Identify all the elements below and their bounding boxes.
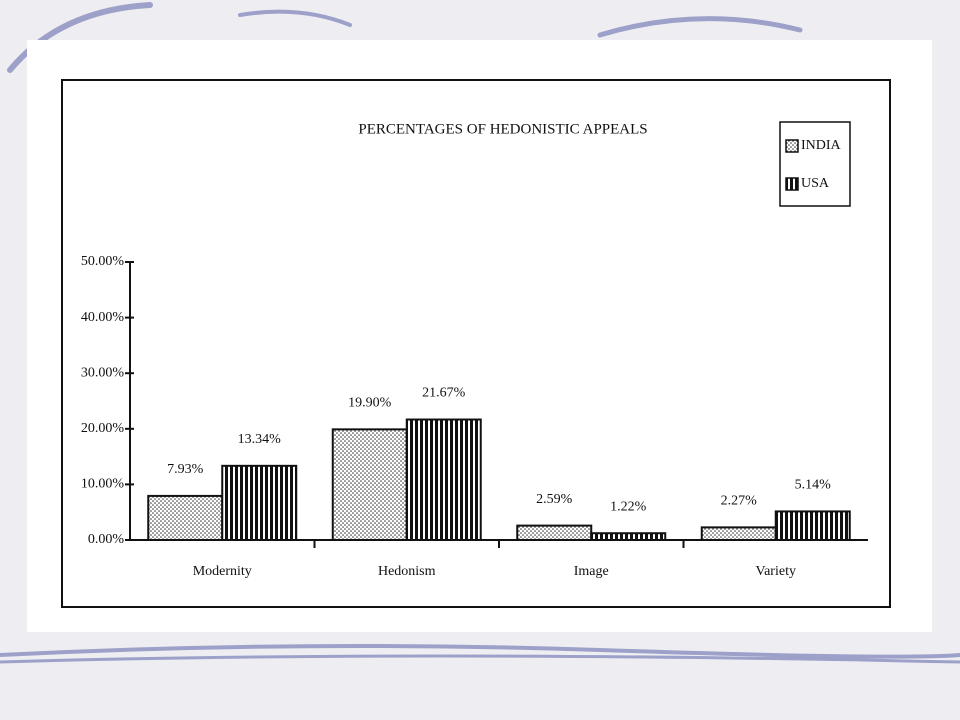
legend [779,121,851,207]
legend-swatch [785,139,799,153]
data-label: 21.67% [422,386,466,401]
legend-label: INDIA [801,138,842,153]
chart-frame [61,79,891,608]
legend-label: USA [801,176,830,191]
data-label: 2.59% [536,492,573,507]
y-tick-label: 20.00% [81,421,125,436]
y-tick-label: 10.00% [81,477,125,492]
bar [774,510,851,541]
legend-items: INDIA USA [785,138,842,191]
chart-title: PERCENTAGES OF HEDONISTIC APPEALS [358,121,647,137]
x-tick-label: Hedonism [378,564,436,579]
x-tick-label: Image [574,564,609,579]
bar [516,524,593,542]
data-label: 5.14% [795,478,832,493]
y-tick-label: 0.00% [88,532,125,547]
x-tick-label: Variety [756,564,796,579]
decoration [0,2,960,664]
data-label: 19.90% [348,396,392,411]
y-tick-label: 30.00% [81,365,125,380]
y-tick-label: 40.00% [81,310,125,325]
data-label: 13.34% [238,432,282,447]
bar [405,418,482,541]
bar [331,428,408,541]
data-label: 1.22% [610,499,647,514]
legend-swatch [785,177,799,191]
x-tick-label: Modernity [193,564,252,579]
data-label: 7.93% [167,462,204,477]
bar [590,532,667,541]
bar [147,494,224,542]
y-tick-label: 50.00% [81,254,125,269]
bar [221,464,298,541]
data-label: 2.27% [721,494,758,509]
bar [700,526,777,541]
